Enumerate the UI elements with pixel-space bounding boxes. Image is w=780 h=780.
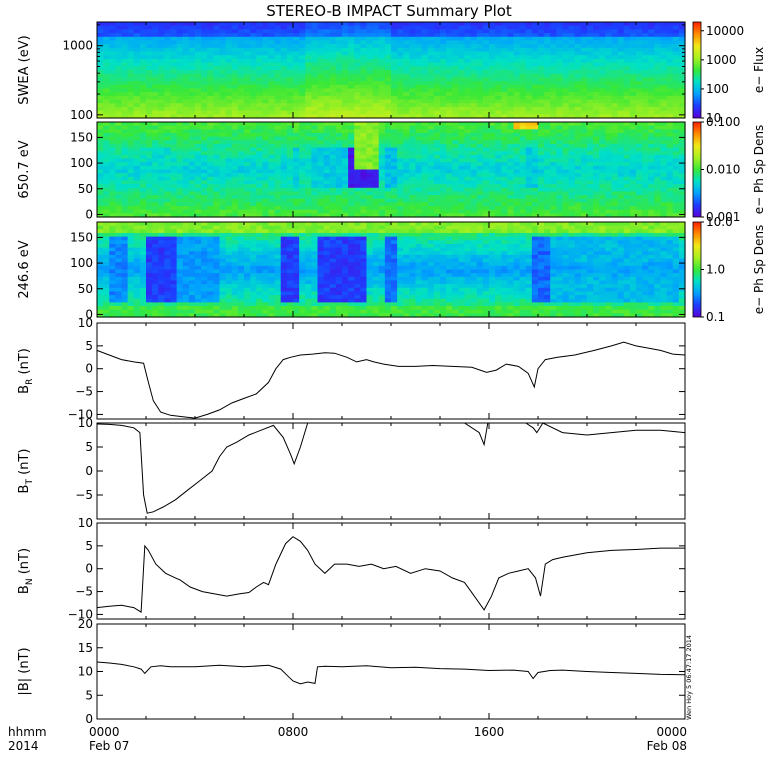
pad246-colorbar: [692, 221, 702, 318]
panel-pad650: 0.001 0.010 0.100 e− Ph Sp Dens 0 50 100 150 650…: [17, 115, 766, 224]
pad246-y-axis-label: 246.6 eV: [17, 240, 32, 298]
bn-y-axis-label: BN (nT): [17, 548, 35, 594]
swea-colorbar: [692, 21, 702, 119]
br-series-line: [96, 341, 686, 419]
pad650-spectrogram: [97, 122, 686, 218]
br-frame: [96, 322, 686, 420]
br-y-tick-label: −10: [68, 407, 93, 421]
swea-spectrogram: [97, 22, 686, 119]
panel-bmag: 0 5 10 15 20 |B| (nT): [17, 617, 686, 726]
pad650-y-tick-label: 50: [78, 182, 93, 196]
pad246-spectrogram: [97, 222, 686, 318]
time-tick-label: 0000: [89, 725, 120, 739]
br-y-tick-label: 0: [85, 362, 93, 376]
time-label-hhmm: hhmm: [8, 725, 47, 739]
pad246-colorbar-tick-label: 10.0: [706, 215, 733, 229]
pad650-colorbar-label: e− Ph Sp Dens: [752, 125, 766, 214]
bn-y-tick-label: 5: [85, 539, 93, 553]
panel-swea: 10 100 1000 10000 e− Flux 100 1000 SWEA (eV): [17, 21, 766, 125]
bmag-y-tick-label: 10: [78, 665, 93, 679]
swea-colorbar-tick-label: 1000: [706, 53, 737, 67]
bt-y-tick-label: 0: [85, 464, 93, 478]
pad650-y-axis-label: 650.7 eV: [17, 140, 32, 198]
bn-y-tick-label: −10: [68, 607, 93, 621]
pad650-y-tick-label: 100: [70, 156, 93, 170]
pad246-y-tick-label: 150: [70, 230, 93, 244]
pad650-colorbar-tick-label: 0.001: [706, 210, 740, 224]
swea-colorbar-tick-label: 10: [706, 111, 721, 125]
time-tick-label: 0000: [656, 725, 687, 739]
plot-title: STEREO-B IMPACT Summary Plot: [266, 2, 512, 20]
swea-colorbar-label: e− Flux: [752, 47, 766, 93]
bmag-y-tick-label: 20: [78, 617, 93, 631]
pad650-colorbar-tick-label: 0.010: [706, 163, 740, 177]
date-tick-label: Feb 07: [89, 739, 129, 753]
time-label-year: 2014: [8, 739, 39, 753]
panel-pad246: 0.1 1.0 10.0 e− Ph Sp Dens 0 50 100 150 246.6 eV: [17, 215, 766, 324]
swea-y-tick-label: 100: [70, 108, 93, 122]
bn-series-line: [96, 536, 685, 613]
bn-y-tick-label: −5: [75, 585, 93, 599]
time-tick-label: 0800: [278, 725, 309, 739]
pad650-y-tick-label: 0: [85, 207, 93, 221]
pad246-colorbar-tick-label: 0.1: [706, 310, 725, 324]
bmag-series-line: [96, 661, 686, 685]
panel-bn: −10 −5 0 5 10 BN (nT): [17, 516, 686, 621]
time-tick-label: 1600: [474, 725, 505, 739]
pad650-colorbar: [692, 121, 702, 218]
bn-y-tick-label: 10: [78, 516, 93, 530]
bmag-y-tick-label: 15: [78, 641, 93, 655]
bt-y-tick-label: 10: [78, 416, 93, 430]
pad246-colorbar-tick-label: 1.0: [706, 263, 725, 277]
br-y-tick-label: −5: [75, 385, 93, 399]
br-y-tick-label: 10: [78, 316, 93, 330]
br-y-tick-label: 5: [85, 339, 93, 353]
bn-y-tick-label: 0: [85, 562, 93, 576]
pad246-y-tick-label: 0: [85, 307, 93, 321]
bt-series-line: [96, 422, 686, 514]
pad246-y-tick-label: 100: [70, 256, 93, 270]
date-tick-label: Feb 08: [647, 739, 687, 753]
swea-y-axis-label: SWEA (eV): [17, 35, 32, 104]
bmag-y-tick-label: 0: [85, 712, 93, 726]
swea-colorbar-tick-label: 100: [706, 82, 729, 96]
pad650-colorbar-tick-label: 0.100: [706, 115, 740, 129]
panel-br: −10 −5 0 5 10 BR (nT): [17, 316, 686, 421]
pad246-y-tick-label: 50: [78, 282, 93, 296]
swea-colorbar-tick-label: 10000: [706, 24, 744, 38]
br-y-axis-label: BR (nT): [17, 348, 35, 394]
bmag-y-tick-label: 5: [85, 688, 93, 702]
bt-frame: [96, 422, 686, 520]
swea-y-tick-label: 1000: [62, 39, 93, 53]
bn-frame: [96, 522, 686, 620]
panel-bt: −5 0 5 10 BT (nT): [17, 416, 686, 520]
bmag-y-axis-label: |B| (nT): [17, 647, 32, 695]
pad650-y-tick-label: 150: [70, 130, 93, 144]
bt-y-tick-label: −5: [75, 488, 93, 502]
bt-y-axis-label: BT (nT): [17, 449, 35, 494]
pad246-colorbar-label: e− Ph Sp Dens: [752, 225, 766, 314]
bt-y-tick-label: 5: [85, 440, 93, 454]
generation-stamp: Wen Hoy 5 06:47:17 2014: [685, 635, 693, 720]
